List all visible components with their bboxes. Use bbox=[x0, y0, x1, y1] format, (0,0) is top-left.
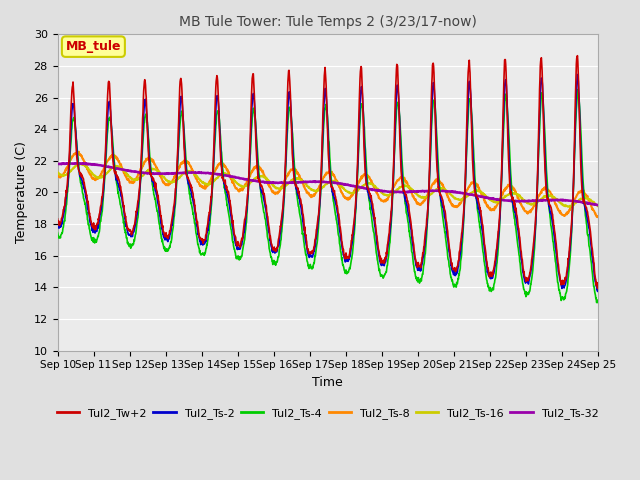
Text: MB_tule: MB_tule bbox=[66, 40, 121, 53]
Legend: Tul2_Tw+2, Tul2_Ts-2, Tul2_Ts-4, Tul2_Ts-8, Tul2_Ts-16, Tul2_Ts-32: Tul2_Tw+2, Tul2_Ts-2, Tul2_Ts-4, Tul2_Ts… bbox=[52, 404, 603, 423]
Y-axis label: Temperature (C): Temperature (C) bbox=[15, 142, 28, 243]
X-axis label: Time: Time bbox=[312, 376, 343, 389]
Title: MB Tule Tower: Tule Temps 2 (3/23/17-now): MB Tule Tower: Tule Temps 2 (3/23/17-now… bbox=[179, 15, 477, 29]
